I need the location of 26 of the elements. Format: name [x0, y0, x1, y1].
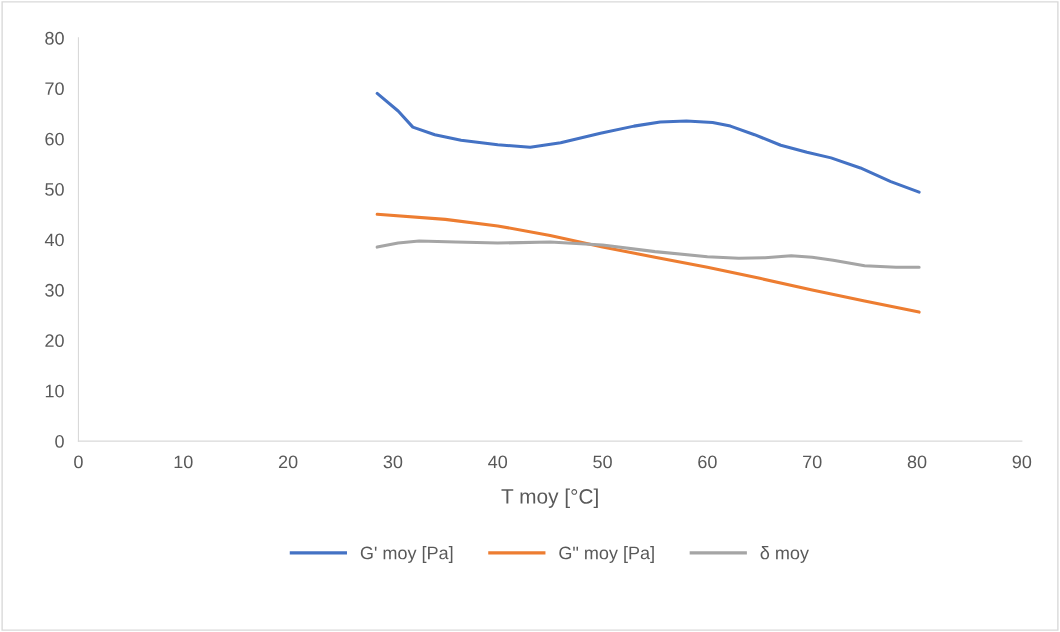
x-tick-label: 20 [278, 455, 298, 469]
y-tick-label: 70 [45, 82, 64, 96]
x-axis-title: T moy [°C] [501, 488, 598, 508]
line-series [375, 239, 921, 269]
x-tick-label: 80 [907, 455, 927, 469]
y-tick-label: 30 [45, 283, 64, 297]
x-tick-label: 90 [1012, 455, 1032, 469]
line-series [375, 212, 921, 314]
y-tick-label: 80 [45, 31, 64, 45]
x-tick-label: 30 [383, 455, 403, 469]
x-tick-label: 70 [803, 455, 822, 469]
legend-label: δ moy [760, 546, 809, 563]
y-tick-label: 0 [55, 435, 64, 448]
x-tick-label: 60 [698, 455, 717, 469]
y-tick-label: 50 [45, 183, 64, 196]
y-tick-label: 60 [45, 132, 64, 146]
line-series [375, 91, 921, 194]
x-tick-label: 0 [74, 455, 83, 469]
x-tick-label: 10 [174, 455, 193, 469]
y-tick-label: 10 [45, 384, 64, 398]
y-tick-label: 40 [44, 233, 64, 247]
x-tick-label: 50 [593, 455, 612, 469]
legend-label: G" moy [Pa] [559, 546, 654, 563]
y-tick-label: 20 [45, 334, 64, 348]
legend-label: G' moy [Pa] [360, 546, 453, 563]
x-tick-label: 40 [488, 455, 508, 469]
